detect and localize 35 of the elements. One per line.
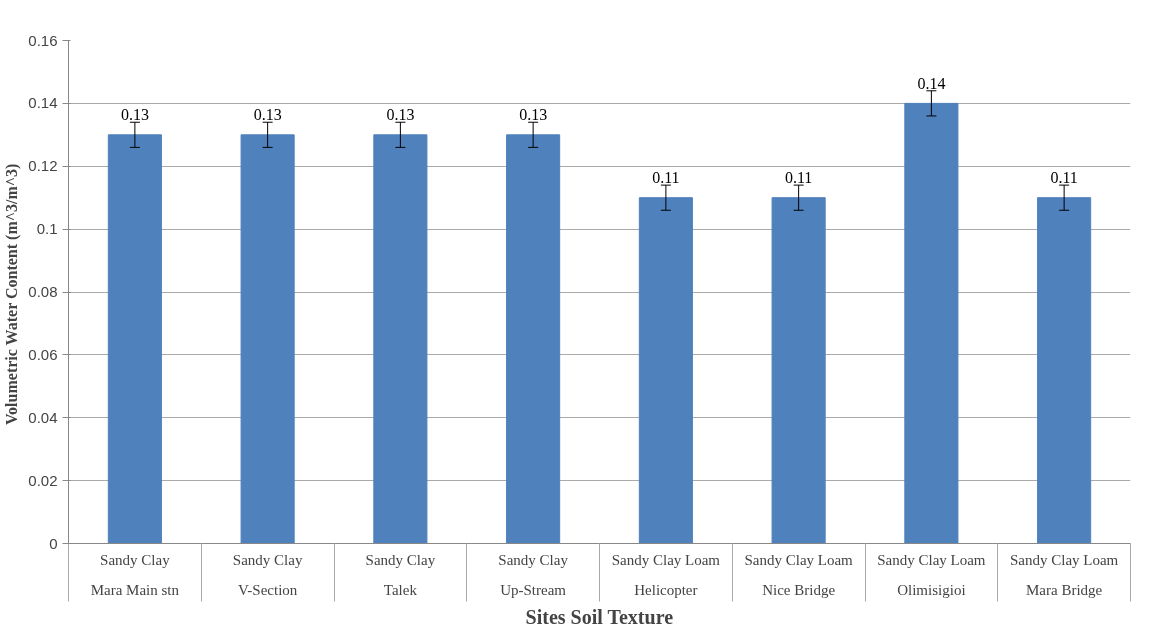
bar (107, 134, 162, 544)
y-tick-label: 0.14 (28, 94, 58, 112)
x-axis-title: Sites Soil Texture (525, 605, 674, 628)
x-tick-label: Sandy Clay Loam Mara Bridge (1009, 551, 1119, 598)
y-tick-label: 0.1 (36, 220, 58, 238)
y-tick-label: 0.06 (28, 345, 58, 363)
data-label: 0.13 (120, 106, 149, 124)
bar (506, 134, 561, 544)
y-tick-label: 0.16 (28, 31, 58, 49)
x-tick-label: Sandy Clay Loam Olimisigioi (877, 551, 986, 598)
y-tick-label: 0 (49, 534, 58, 552)
data-label: 0.11 (784, 169, 813, 187)
data-label: 0.13 (519, 106, 548, 124)
x-tick-label: Sandy Clay Talek (365, 551, 436, 598)
x-tick-label: Sandy Clay Mara Main stn (90, 551, 180, 598)
y-tick-label: 0.08 (28, 283, 58, 300)
bar (638, 197, 693, 544)
x-tick-label: Sandy Clay Up-Stream (498, 551, 569, 598)
data-label: 0.13 (253, 106, 282, 124)
data-label: 0.13 (386, 106, 415, 124)
y-tick-label: 0.12 (28, 157, 58, 175)
y-tick-label: 0.04 (28, 408, 58, 426)
data-label: 0.11 (652, 169, 680, 187)
bar (1037, 197, 1092, 544)
y-axis-title: Volumetric Water Content (m^3/m^3) (3, 163, 22, 425)
x-tick-label: Sandy Clay V-Section (232, 551, 303, 598)
data-label: 0.11 (1050, 169, 1078, 187)
x-tick-label: Sandy Clay Loam Nice Bridge (744, 551, 854, 598)
bar (373, 134, 428, 544)
bar (771, 197, 826, 544)
bar (904, 102, 959, 544)
data-label: 0.14 (917, 74, 946, 92)
y-tick-label: 0.02 (28, 471, 58, 489)
bar (240, 134, 295, 544)
x-tick-label: Sandy Clay Loam Helicopter (611, 551, 721, 598)
